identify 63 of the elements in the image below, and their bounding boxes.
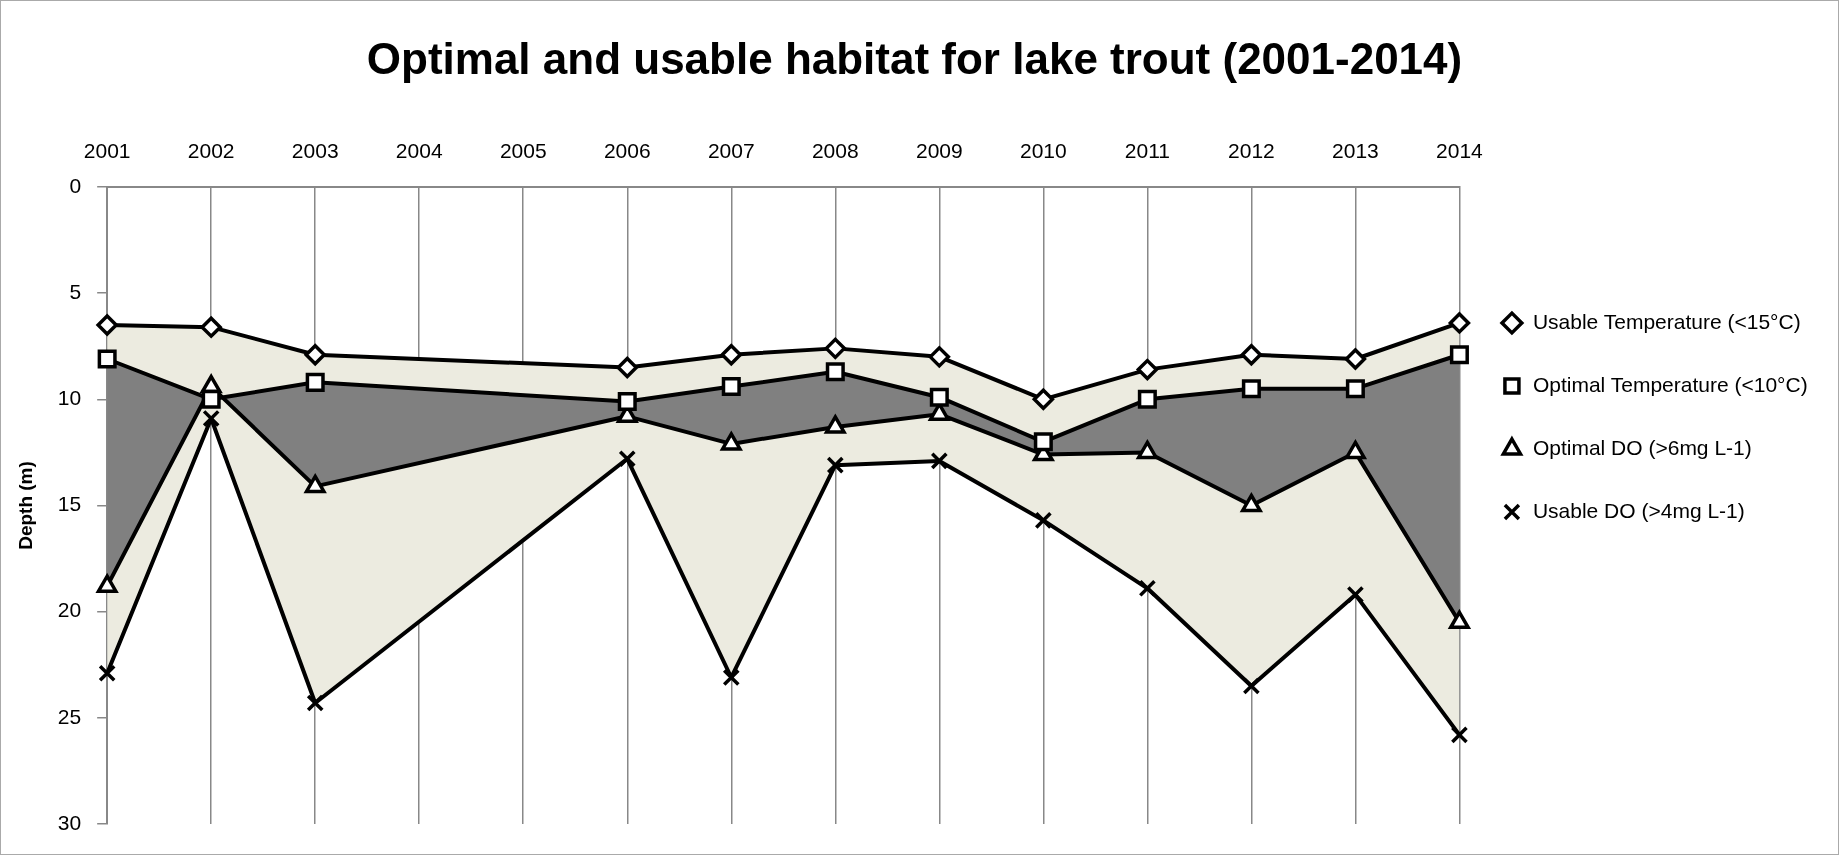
x-tick-label: 2001 xyxy=(83,139,131,163)
point xyxy=(306,694,325,712)
point xyxy=(1450,726,1469,744)
point xyxy=(824,337,847,360)
y-tick-label: 15 xyxy=(57,492,82,516)
x-tick-label: 2012 xyxy=(1228,139,1275,163)
x-tick-label: 2005 xyxy=(499,139,547,163)
point xyxy=(1344,348,1367,370)
y-tick-label: 20 xyxy=(57,598,82,622)
x-tick-label: 2007 xyxy=(707,139,755,163)
y-axis-title: Depth (m) xyxy=(14,461,36,550)
x-tick-label: 2014 xyxy=(1436,139,1484,163)
point xyxy=(721,377,741,397)
point xyxy=(97,349,117,369)
y-tick-label: 5 xyxy=(69,279,82,303)
point xyxy=(304,343,326,366)
point xyxy=(720,343,743,366)
y-tick-label: 10 xyxy=(57,386,82,410)
x-tick-label: 2008 xyxy=(811,139,859,163)
x-tick-label: 2003 xyxy=(291,139,339,163)
point xyxy=(616,356,639,379)
point xyxy=(305,372,325,392)
point xyxy=(200,316,222,338)
legend-label: Optimal Temperature (<10°C) xyxy=(1532,372,1808,396)
point xyxy=(202,409,220,428)
point xyxy=(929,387,949,407)
legend-label: Usable DO (>4mg L-1) xyxy=(1532,498,1745,522)
point xyxy=(201,389,221,409)
point xyxy=(1032,388,1055,411)
point xyxy=(617,391,637,411)
point xyxy=(928,346,951,368)
point xyxy=(825,362,845,382)
point xyxy=(826,456,845,474)
point xyxy=(1137,389,1157,409)
x-tick-label: 2013 xyxy=(1332,139,1379,163)
point xyxy=(98,664,116,683)
point xyxy=(1346,585,1365,604)
point xyxy=(96,314,118,336)
x-tick-label: 2006 xyxy=(603,139,651,163)
legend-label: Optimal DO (>6mg L-1) xyxy=(1532,435,1752,459)
point xyxy=(1138,579,1157,598)
point xyxy=(1449,345,1469,365)
point xyxy=(1136,358,1159,381)
point xyxy=(722,668,741,687)
point xyxy=(1345,379,1365,399)
point xyxy=(1448,312,1471,334)
x-tick-label: 2004 xyxy=(395,139,443,163)
point xyxy=(618,449,637,468)
chart-title: Optimal and usable habitat for lake trout (2001-2014) xyxy=(366,33,1463,83)
legend-label: Usable Temperature (<15°C) xyxy=(1532,309,1801,333)
point xyxy=(1034,511,1053,530)
point xyxy=(1033,432,1053,452)
y-tick-label: 0 xyxy=(69,173,82,197)
point xyxy=(1240,343,1263,366)
point xyxy=(1241,379,1261,399)
y-tick-label: 25 xyxy=(57,704,82,728)
x-tick-label: 2002 xyxy=(187,139,235,163)
point xyxy=(930,452,949,470)
x-tick-label: 2009 xyxy=(915,139,963,163)
x-tick-label: 2011 xyxy=(1124,139,1170,163)
x-tick-label: 2010 xyxy=(1019,139,1067,163)
y-tick-label: 30 xyxy=(57,810,82,834)
point xyxy=(1242,677,1261,695)
